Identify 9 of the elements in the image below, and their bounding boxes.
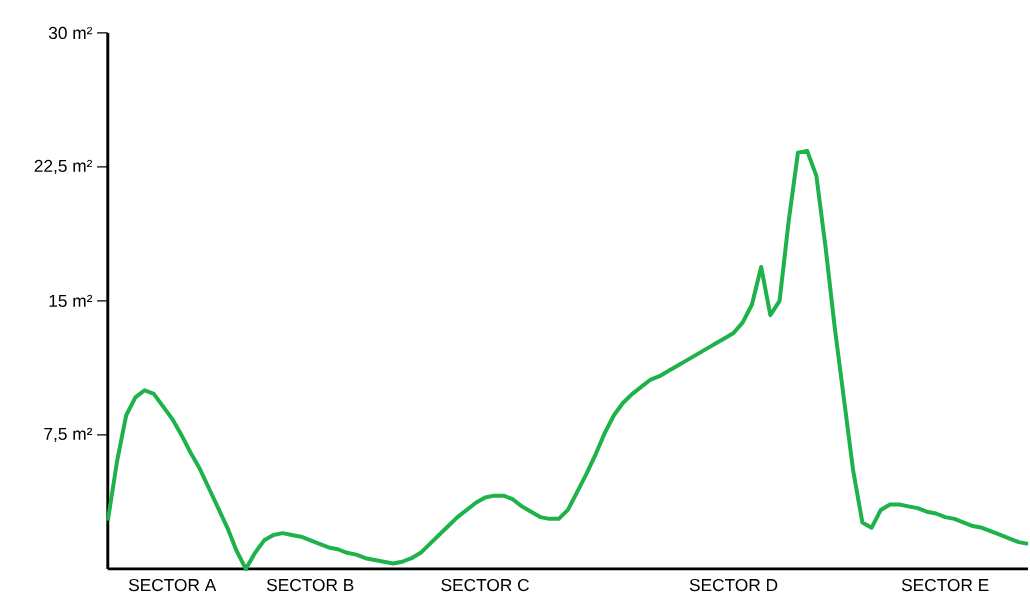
y-tick-label: 7,5 m² (44, 427, 93, 443)
x-tick-label: SECTOR B (266, 578, 354, 592)
x-tick-label: SECTOR C (441, 578, 529, 592)
x-tick-label: SECTOR E (901, 578, 989, 592)
x-tick-label: SECTOR A (128, 578, 217, 592)
x-tick-label: SECTOR D (689, 578, 778, 592)
y-tick-label: 22,5 m² (34, 159, 93, 175)
y-tick-label: 15 m² (49, 294, 93, 308)
y-tick-label: 30 m² (48, 26, 93, 40)
